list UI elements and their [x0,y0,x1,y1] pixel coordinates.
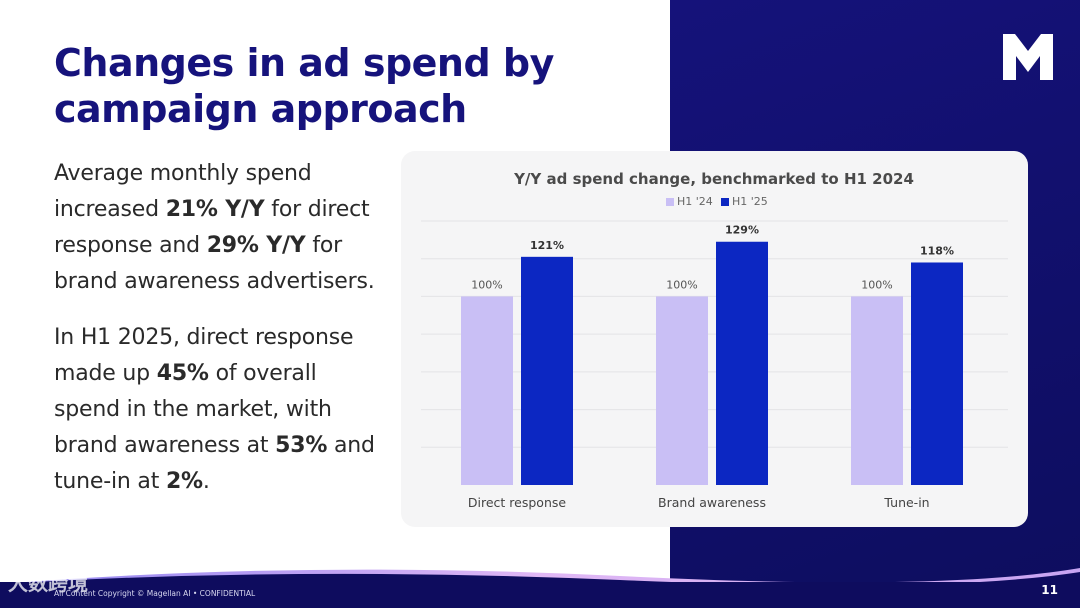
footer-copyright: All Content Copyright © Magellan AI • CO… [54,589,256,598]
data-label: 100% [861,278,892,291]
x-tick-label: Brand awareness [658,495,766,510]
legend-swatch [721,198,729,206]
legend-label: H1 '24 [677,195,713,208]
chart-legend: H1 '24 H1 '25 [666,195,768,208]
chart-labels: 100% 121% Direct response 100% 129% Brand awa… [468,224,954,510]
paragraph-spend-increase: Average monthly spend increased 21% Y/Y … [54,161,375,294]
magellan-logo-icon [1003,34,1053,80]
slide-title: Changes in ad spend by campaign approach [54,41,554,131]
x-tick-label: Direct response [468,495,566,510]
bar [656,296,708,485]
legend-swatch [666,198,674,206]
x-tick-label: Tune-in [883,495,929,510]
footer-band [0,582,1080,608]
watermark-text: 大数跨境 [8,571,88,595]
ad-spend-bar-chart: Y/Y ad spend change, benchmarked to H1 2… [421,170,1008,510]
bar [851,296,903,485]
bar [521,256,573,485]
bar [716,241,768,485]
data-label: 121% [530,239,564,252]
paragraph-spend-share: In H1 2025, direct response made up 45% … [54,325,375,494]
chart-card: Y/Y ad spend change, benchmarked to H1 2… [401,151,1028,527]
data-label: 100% [471,278,502,291]
legend-label: H1 '25 [732,195,768,208]
page-number: 11 [1041,583,1058,597]
chart-title: Y/Y ad spend change, benchmarked to H1 2… [513,170,914,188]
data-label: 118% [920,244,954,257]
bar [461,296,513,485]
data-label: 129% [725,224,759,237]
footer-wave-decoration [0,568,1080,584]
chart-gridlines [421,220,1008,448]
data-label: 100% [666,278,697,291]
bar [911,262,963,485]
chart-bars [461,241,963,485]
body-copy: Average monthly spend increased 21% Y/Y … [54,156,384,520]
